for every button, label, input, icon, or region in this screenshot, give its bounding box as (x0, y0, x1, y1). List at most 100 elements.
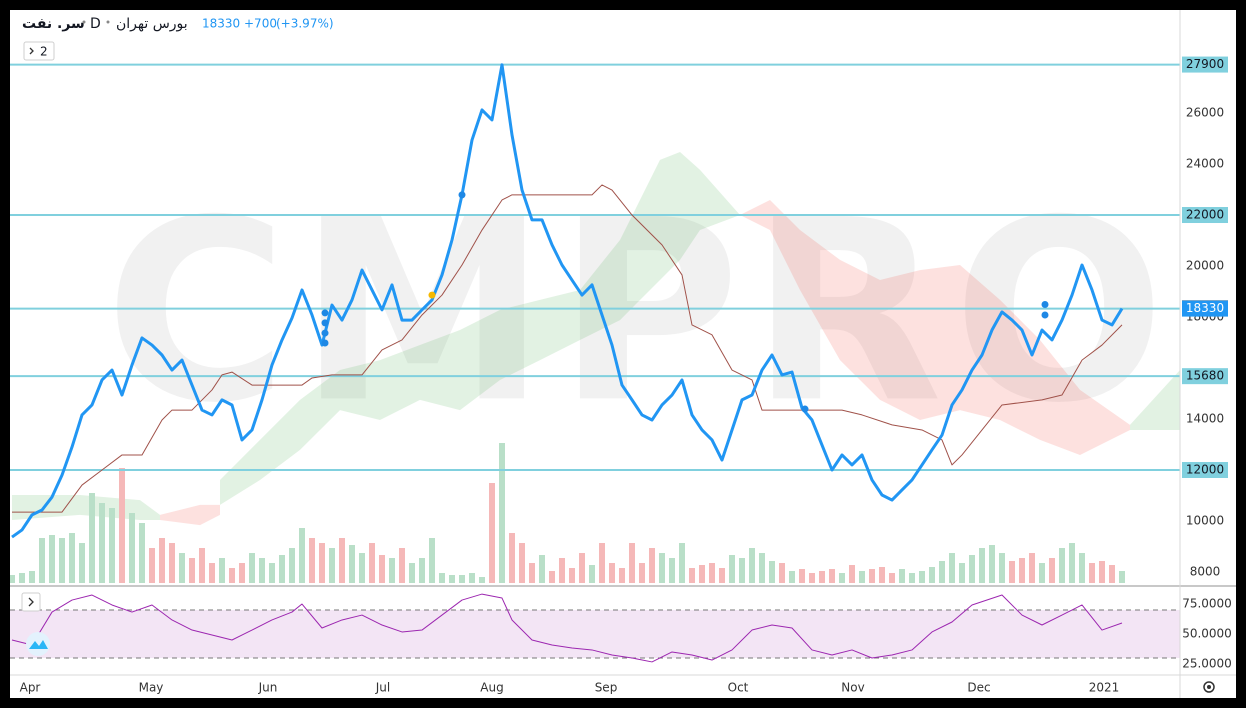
volume-bar (1119, 571, 1125, 583)
level-label-box (1182, 207, 1228, 224)
volume-bar (609, 563, 615, 583)
volume-bar (749, 548, 755, 583)
volume-bar (939, 561, 945, 583)
volume-bar (419, 558, 425, 583)
volume-bar (959, 563, 965, 583)
signal-marker (321, 329, 329, 337)
x-tick-label: Dec (967, 681, 990, 695)
volume-bar (869, 569, 875, 583)
signal-marker (801, 405, 809, 413)
gear-hub (1207, 685, 1211, 689)
volume-bar (919, 571, 925, 583)
volume-bar (119, 468, 125, 583)
volume-bar (209, 563, 215, 583)
collapse-button[interactable] (23, 41, 55, 61)
volume-bar (989, 545, 995, 583)
y-tick-label: 8000 (1190, 564, 1221, 578)
volume-bar (1049, 558, 1055, 583)
volume-bar (459, 575, 465, 583)
level-label: 15680 (1186, 369, 1224, 383)
volume-bar (659, 553, 665, 583)
x-tick-label: Apr (20, 681, 41, 695)
volume-bar (569, 568, 575, 583)
change-percent: (+3.97%) (276, 17, 334, 31)
volume-bar (579, 553, 585, 583)
volume-bar (339, 538, 345, 583)
volume-bar (359, 553, 365, 583)
volume-bar (239, 563, 245, 583)
volume-bar (849, 565, 855, 583)
volume-bar (729, 555, 735, 583)
level-label: 27900 (1186, 57, 1224, 71)
volume-bar (129, 513, 135, 583)
logo-icon (29, 640, 48, 649)
level-label: 12000 (1186, 463, 1224, 477)
signal-marker (321, 339, 329, 347)
volume-bar (1029, 553, 1035, 583)
volume-bar (1039, 563, 1045, 583)
volume-bar (519, 543, 525, 583)
rsi-expand-button[interactable] (21, 592, 41, 612)
chevron-icon (28, 597, 34, 607)
exchange: بورس تهران (116, 16, 188, 32)
volume-bar (629, 543, 635, 583)
volume-bar (319, 543, 325, 583)
settings-button[interactable] (1203, 681, 1215, 693)
volume-bar (289, 548, 295, 583)
volume-bar (769, 561, 775, 583)
rsi-tick-label: 50.0000 (1182, 626, 1232, 640)
volume-bar (219, 558, 225, 583)
rsi-band (10, 610, 1180, 658)
level-label-box (1182, 368, 1228, 385)
signal-marker (321, 319, 329, 327)
y-tick-label: 24000 (1186, 157, 1224, 171)
volume-bar (229, 568, 235, 583)
volume-bar (1109, 565, 1115, 583)
interval: D (90, 16, 101, 32)
volume-bar (929, 567, 935, 583)
x-tick-label: Nov (841, 681, 864, 695)
x-tick-label: 2021 (1089, 681, 1120, 695)
volume-bar (509, 533, 515, 583)
volume-bar (859, 571, 865, 583)
volume-bar (479, 577, 485, 583)
volume-bar (719, 568, 725, 583)
volume-bar (269, 563, 275, 583)
volume-bar (299, 528, 305, 583)
logo[interactable] (26, 632, 50, 656)
volume-bar (1079, 553, 1085, 583)
volume-bar (329, 548, 335, 583)
last-price-label: 18330 (1186, 301, 1224, 315)
volume-bar (549, 571, 555, 583)
signal-marker (1041, 311, 1049, 319)
cloud (740, 199, 1130, 455)
level-label: 22000 (1186, 208, 1224, 222)
volume-bar (10, 575, 15, 583)
volume-bar (179, 553, 185, 583)
volume-bar (309, 538, 315, 583)
volume-bar (469, 573, 475, 583)
volume-bar (89, 493, 95, 583)
volume-bar (889, 573, 895, 583)
y-tick-label: 14000 (1186, 412, 1224, 426)
volume-bar (1099, 561, 1105, 583)
volume-bar (199, 548, 205, 583)
volume-bar (599, 543, 605, 583)
volume-bar (1009, 561, 1015, 583)
volume-bar (349, 545, 355, 583)
x-tick-label: Aug (480, 681, 503, 695)
volume-bar (1089, 563, 1095, 583)
volume-bar (99, 503, 105, 583)
last-price-box (1182, 300, 1228, 317)
volume-bar (19, 573, 25, 583)
volume-bar (249, 553, 255, 583)
separator-dot (82, 20, 86, 24)
volume-bar (949, 553, 955, 583)
volume-bar (879, 567, 885, 583)
last-price: 18330 (202, 17, 240, 31)
volume-bar (839, 573, 845, 583)
volume-bar (699, 565, 705, 583)
volume-bar (189, 558, 195, 583)
price-line (11, 63, 1124, 539)
